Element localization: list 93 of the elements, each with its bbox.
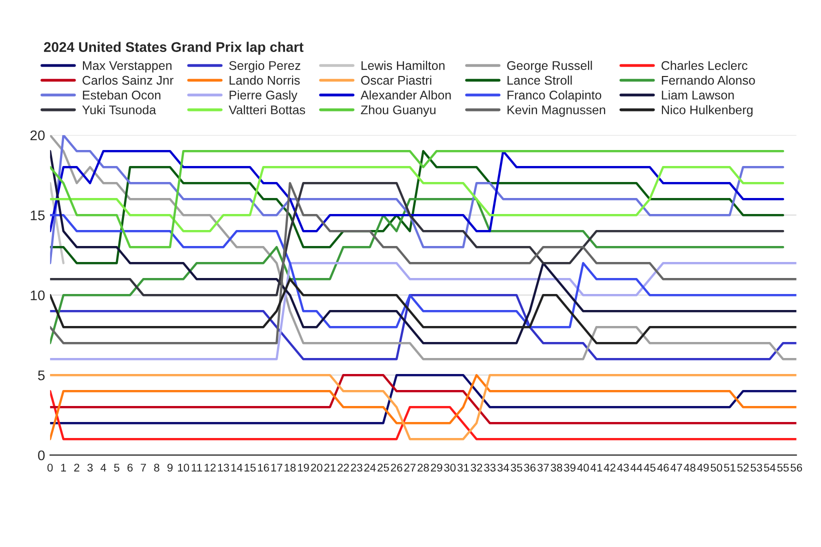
x-tick-label: 47 [670,464,682,472]
x-tick-label: 10 [178,464,190,472]
y-tick-label: 5 [38,370,45,380]
x-tick-label: 44 [630,464,642,472]
x-tick-label: 8 [154,464,160,472]
legend-label: Pierre Gasly [230,90,298,102]
x-tick-label: 5 [114,464,120,472]
x-tick-label: 34 [497,464,510,472]
y-tick-label: 20 [30,130,45,140]
x-tick-label: 33 [484,464,496,472]
x-tick-label: 15 [244,464,256,472]
line-series [50,214,796,328]
x-tick-label: 53 [750,464,762,472]
x-tick-label: 17 [271,464,282,472]
x-tick-label: 45 [644,464,656,472]
x-tick-label: 14 [231,464,243,472]
x-tick-label: 56 [790,464,802,472]
x-tick-label: 25 [378,464,389,472]
line-series [50,166,784,232]
x-tick-label: 48 [684,464,696,472]
legend-label: Zhou Guanyu [360,105,436,117]
line-series [50,374,796,440]
x-tick-label: 49 [697,464,709,472]
y-tick-label: 10 [30,290,45,300]
line-series [50,278,796,344]
x-tick-label: 36 [524,464,536,472]
x-tick-label: 23 [350,464,362,472]
legend-label: Oscar Piastri [361,76,432,85]
x-tick-label: 12 [204,464,216,472]
x-tick-label: 43 [617,464,629,472]
line-series [50,182,784,296]
x-tick-label: 39 [564,464,576,472]
x-tick-label: 38 [550,464,562,472]
x-tick-label: 20 [310,464,322,472]
legend-label: Lance Stroll [508,76,572,85]
legend-label: Esteban Ocon [82,90,160,100]
line-series [50,262,796,360]
x-tick-label: 18 [284,464,296,472]
line-series [50,294,796,360]
x-tick-label: 0 [47,464,53,472]
legend-label: Fernando Alonso [662,76,755,85]
legend-label: Valtteri Bottas [228,105,306,114]
x-tick-label: 50 [710,464,722,472]
x-tick-label: 28 [418,464,429,472]
line-series [50,150,784,232]
x-tick-label: 41 [590,464,602,472]
x-tick-label: 4 [100,464,106,472]
x-tick-label: 46 [657,464,669,472]
legend-label: Lewis Hamilton [362,60,444,70]
x-tick-label: 31 [457,464,469,472]
x-tick-label: 42 [604,464,616,472]
x-tick-label: 1 [61,464,66,472]
x-tick-label: 2 [74,464,80,472]
y-tick-label: 0 [38,450,45,460]
x-tick-label: 54 [764,464,776,472]
line-series [50,390,796,440]
chart-title: 2024 United States Grand Prix lap chart [44,42,304,55]
legend-label: Kevin Magnussen [508,105,606,117]
legend-label: Charles Leclerc [662,60,748,70]
x-tick-label: 24 [364,464,376,472]
legend-label: Sergio Perez [229,60,300,72]
legend-label: Liam Lawson [662,90,734,100]
x-tick-label: 26 [390,464,402,472]
legend-label: Alexander Albon [360,90,451,100]
x-tick-label: 40 [577,464,589,472]
x-tick-label: 30 [444,464,456,472]
y-tick-label: 15 [30,210,45,220]
legend-label: Lando Norris [230,76,300,85]
x-tick-label: 16 [258,464,269,472]
x-tick-label: 7 [140,464,146,472]
x-tick-label: 32 [470,464,482,472]
x-tick-label: 37 [537,464,549,472]
x-tick-label: 6 [128,464,133,472]
legend-label: Max Verstappen [82,61,172,72]
x-tick-label: 55 [777,464,789,472]
x-tick-label: 51 [724,464,736,472]
legend-label: George Russell [507,60,592,72]
x-tick-label: 35 [510,464,522,472]
x-tick-label: 11 [192,464,202,472]
legend-label: Yuki Tsunoda [82,105,156,114]
legend-label: Nico Hulkenberg [662,105,753,117]
x-tick-label: 52 [737,464,749,472]
x-tick-label: 29 [430,464,442,472]
line-series [50,374,796,424]
x-tick-label: 21 [324,464,336,472]
x-tick-label: 9 [167,464,173,472]
legend-label: Franco Colapinto [508,90,602,102]
x-tick-label: 22 [338,464,349,472]
x-tick-label: 3 [87,464,93,472]
legend-label: Carlos Sainz Jnr [82,76,174,85]
x-tick-label: 13 [218,464,230,472]
x-tick-label: 19 [298,464,309,472]
x-tick-label: 27 [404,464,416,472]
